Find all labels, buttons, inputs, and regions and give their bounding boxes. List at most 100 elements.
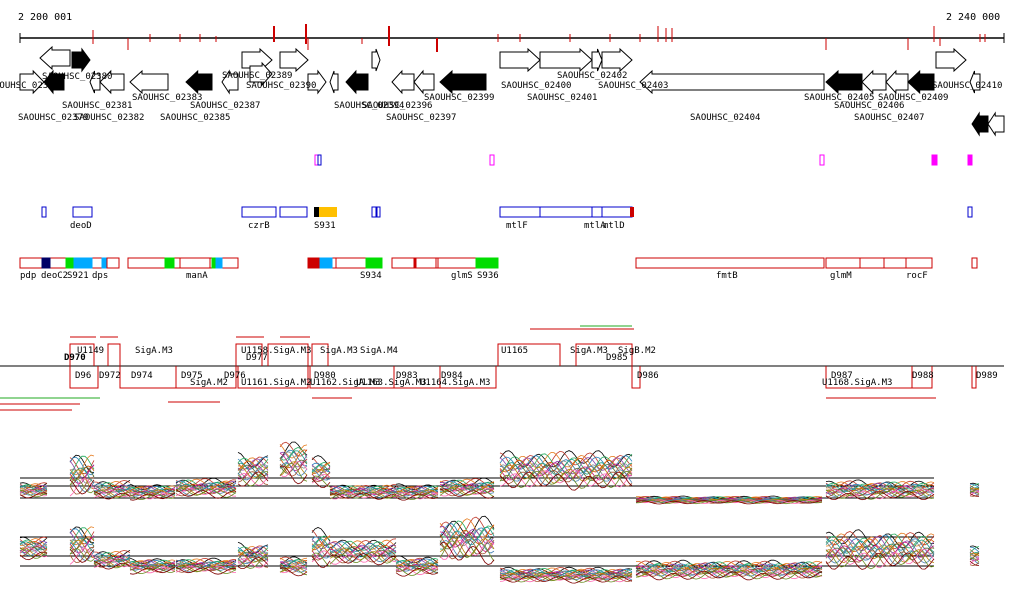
binding-label: D974 bbox=[131, 371, 153, 381]
gene-label: SAOUHSC_02383 bbox=[132, 93, 202, 103]
blue-feature-track[interactable] bbox=[41, 206, 973, 218]
expression-profile bbox=[825, 552, 935, 570]
red-feature-segment bbox=[413, 257, 417, 269]
feature-label-glmS: glmS bbox=[451, 271, 473, 281]
expression-profile bbox=[279, 565, 308, 574]
gene-arrow bbox=[907, 69, 935, 95]
blue-feature bbox=[41, 206, 47, 218]
red-feature-segment bbox=[307, 257, 321, 269]
expression-profile bbox=[395, 555, 439, 564]
expression-profile bbox=[69, 537, 95, 554]
expression-profile bbox=[825, 546, 935, 565]
expression-profile bbox=[395, 491, 439, 499]
expression-profile bbox=[19, 492, 48, 499]
expression-profile bbox=[329, 540, 397, 554]
binding-label: D96 bbox=[75, 371, 91, 381]
expression-profile bbox=[969, 552, 980, 561]
gene-label: SAOUHSC_02389 bbox=[222, 71, 292, 81]
red-feature bbox=[859, 257, 885, 269]
binding-site bbox=[311, 343, 329, 366]
binding-site bbox=[69, 343, 95, 366]
expression-profile bbox=[395, 483, 439, 491]
expression-profile bbox=[499, 469, 633, 488]
binding-site-track[interactable] bbox=[0, 325, 1004, 411]
expression-profile bbox=[69, 547, 95, 562]
gene-arrow bbox=[307, 69, 327, 95]
expression-profile bbox=[237, 546, 269, 557]
red-feature bbox=[335, 257, 367, 269]
expression-profile bbox=[499, 458, 633, 479]
expression-profile bbox=[19, 488, 48, 496]
magenta-feature bbox=[317, 154, 322, 166]
expression-profile bbox=[825, 531, 935, 550]
expression-profile bbox=[499, 569, 633, 578]
expression-profile bbox=[175, 566, 237, 575]
expression-profile bbox=[93, 554, 131, 563]
magenta-feature-track[interactable] bbox=[314, 154, 973, 166]
expression-profile bbox=[825, 532, 935, 551]
expression-profile bbox=[69, 528, 95, 546]
feature-label-S921: S921 bbox=[67, 271, 89, 281]
expression-profile bbox=[279, 565, 308, 573]
expression-profile bbox=[969, 560, 980, 566]
gene-arrow bbox=[539, 47, 593, 73]
gene-track[interactable] bbox=[19, 45, 1005, 137]
gene-label: SAOUHSC_02405 bbox=[804, 93, 874, 103]
blue-feature bbox=[499, 206, 541, 218]
expression-profile bbox=[93, 558, 131, 567]
expression-profile bbox=[129, 486, 176, 494]
expression-profile bbox=[279, 557, 308, 565]
binding-label: U1168.SigA.M3 bbox=[822, 378, 892, 388]
blue-feature bbox=[371, 206, 377, 218]
expression-profile bbox=[439, 541, 495, 566]
gene-arrow bbox=[439, 69, 487, 95]
blue-feature bbox=[279, 206, 308, 218]
gene-arrow bbox=[221, 69, 239, 95]
expression-profile bbox=[175, 565, 237, 574]
gene-arrow bbox=[885, 69, 909, 95]
expression-profile bbox=[635, 569, 823, 580]
expression-profile bbox=[69, 526, 95, 544]
expression-profile bbox=[279, 450, 308, 469]
gene-arrow bbox=[99, 69, 125, 95]
expression-profile bbox=[825, 480, 935, 490]
gene-label: SAOUHSC_02409 bbox=[878, 93, 948, 103]
expression-profile bbox=[499, 465, 633, 486]
gene-arrow bbox=[861, 69, 887, 95]
expression-profile bbox=[279, 449, 308, 469]
expression-profile bbox=[93, 485, 131, 493]
expression-profile bbox=[395, 493, 439, 501]
expression-profile bbox=[329, 539, 397, 553]
expression-profile bbox=[329, 550, 397, 564]
magenta-feature bbox=[967, 154, 973, 166]
binding-label: SigA.M2 bbox=[190, 378, 228, 388]
expression-profile bbox=[311, 552, 331, 568]
blue-feature bbox=[601, 206, 633, 218]
expression-profile bbox=[439, 483, 495, 493]
expression-profile bbox=[969, 487, 980, 491]
expression-profile bbox=[329, 492, 397, 500]
expression-profile bbox=[93, 485, 131, 494]
magenta-feature bbox=[931, 154, 938, 166]
gene-label: SAOUHSC_02410 bbox=[932, 81, 1002, 91]
red-feature-track[interactable] bbox=[19, 257, 978, 269]
expression-profile bbox=[439, 488, 495, 499]
expression-profile bbox=[395, 558, 439, 568]
magenta-feature bbox=[819, 154, 825, 166]
feature-label-rocF: rocF bbox=[906, 271, 928, 281]
expression-profile bbox=[69, 479, 95, 495]
expression-profile bbox=[19, 545, 48, 557]
expression-profile bbox=[969, 552, 980, 557]
expression-profile bbox=[129, 566, 176, 575]
expression-profile bbox=[237, 471, 269, 487]
expression-profile bbox=[329, 490, 397, 499]
gene-arrow bbox=[371, 48, 381, 72]
binding-label: SigA.M3 bbox=[320, 346, 358, 356]
expression-profile bbox=[329, 491, 397, 500]
feature-label-mtlF: mtlF bbox=[506, 221, 528, 231]
expression-profile bbox=[395, 567, 439, 576]
expression-profile bbox=[279, 565, 308, 573]
expression-profile bbox=[311, 473, 331, 484]
binding-label: D977 bbox=[246, 353, 268, 363]
expression-profile bbox=[175, 560, 237, 570]
